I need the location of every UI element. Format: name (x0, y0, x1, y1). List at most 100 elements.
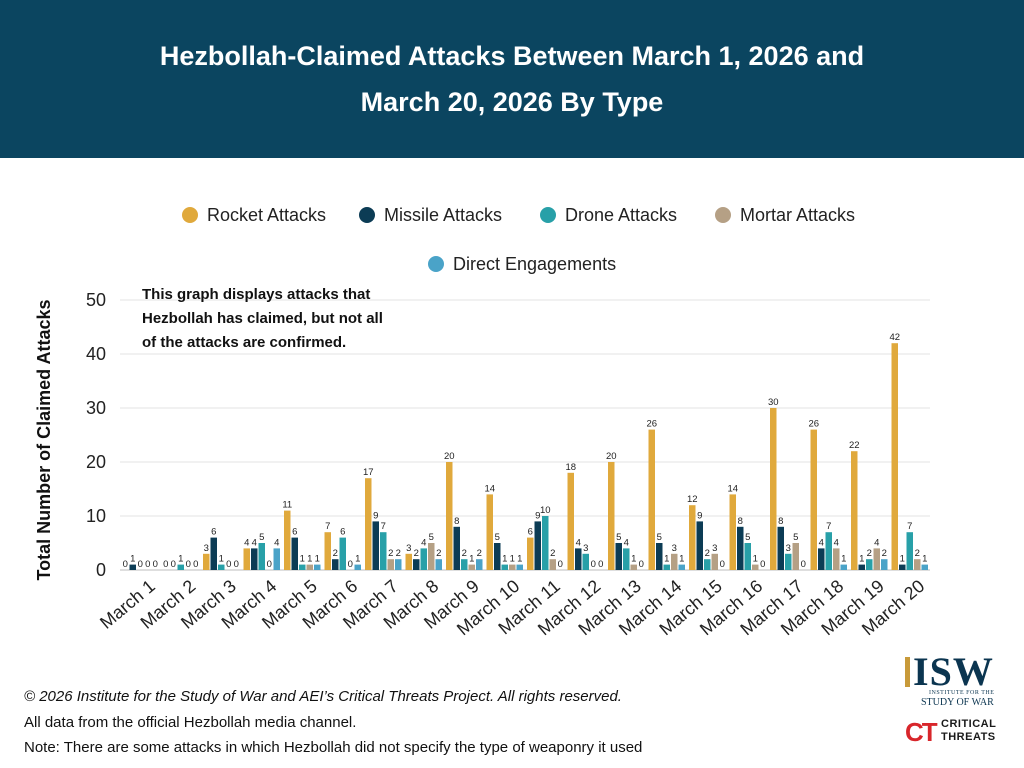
bar-mortar-attacks-march-19 (873, 548, 880, 570)
data-label-drone-attacks-march-9: 2 (462, 548, 467, 559)
bar-mortar-attacks-march-20 (914, 559, 921, 570)
bar-direct-engagements-march-19 (881, 559, 888, 570)
bar-rocket-attacks-march-5 (284, 510, 291, 570)
data-label-drone-attacks-march-12: 3 (583, 543, 588, 554)
data-label-missile-attacks-march-3: 6 (211, 527, 216, 538)
bar-mortar-attacks-march-16 (752, 564, 759, 570)
bar-drone-attacks-march-5 (299, 564, 306, 570)
data-label-mortar-attacks-march-2: 0 (186, 559, 191, 570)
bar-missile-attacks-march-16 (737, 526, 744, 570)
data-label-direct-engagements-march-7: 2 (396, 548, 401, 559)
bar-missile-attacks-march-4 (251, 548, 258, 570)
data-label-drone-attacks-march-4: 5 (259, 532, 264, 543)
ct-logo-mark: CT (905, 717, 938, 747)
data-label-mortar-attacks-march-10: 1 (510, 554, 515, 565)
legend-marker-mortar-attacks (715, 207, 731, 223)
data-label-mortar-attacks-march-3: 0 (226, 559, 231, 570)
data-label-mortar-attacks-march-5: 1 (307, 554, 312, 565)
data-label-rocket-attacks-march-13: 20 (606, 451, 617, 462)
data-label-drone-attacks-march-17: 3 (786, 543, 791, 554)
bar-rocket-attacks-march-17 (770, 408, 777, 570)
data-label-drone-attacks-march-2: 1 (178, 554, 183, 565)
data-label-rocket-attacks-march-14: 26 (646, 419, 657, 430)
data-label-mortar-attacks-march-4: 0 (267, 559, 272, 570)
data-label-missile-attacks-march-7: 9 (373, 510, 378, 521)
data-label-direct-engagements-march-16: 0 (760, 559, 765, 570)
bar-drone-attacks-march-11 (542, 516, 549, 570)
data-label-missile-attacks-march-5: 6 (292, 527, 297, 538)
bar-mortar-attacks-march-15 (711, 553, 718, 570)
ct-logo-line2: THREATS (941, 731, 996, 743)
bar-direct-engagements-march-8 (435, 559, 442, 570)
bar-rocket-attacks-march-10 (486, 494, 493, 570)
bar-rocket-attacks-march-18 (810, 429, 817, 570)
data-label-rocket-attacks-march-10: 14 (484, 483, 495, 494)
bar-drone-attacks-march-10 (501, 564, 508, 570)
data-label-missile-attacks-march-12: 4 (576, 537, 581, 548)
chart-title-line1: Hezbollah-Claimed Attacks Between March … (159, 41, 865, 71)
y-tick-label: 0 (96, 560, 106, 580)
data-label-missile-attacks-march-14: 5 (657, 532, 662, 543)
data-label-direct-engagements-march-6: 1 (355, 554, 360, 565)
data-label-direct-engagements-march-9: 2 (477, 548, 482, 559)
data-label-missile-attacks-march-17: 8 (778, 516, 783, 527)
bar-missile-attacks-march-7 (372, 521, 379, 570)
annotation-line-1: This graph displays attacks that (142, 286, 370, 303)
legend-label-direct-engagements: Direct Engagements (453, 254, 616, 274)
bar-missile-attacks-march-17 (777, 526, 784, 570)
bar-drone-attacks-march-15 (704, 559, 711, 570)
bar-rocket-attacks-march-19 (851, 451, 858, 570)
data-label-mortar-attacks-march-18: 4 (834, 537, 839, 548)
data-label-missile-attacks-march-2: 0 (171, 559, 176, 570)
data-label-direct-engagements-march-18: 1 (841, 554, 846, 565)
bar-rocket-attacks-march-15 (689, 505, 696, 570)
bar-direct-engagements-march-18 (840, 564, 847, 570)
chart-title-line2: March 20, 2026 By Type (360, 87, 664, 117)
bar-mortar-attacks-march-13 (630, 564, 637, 570)
data-label-missile-attacks-march-8: 2 (414, 548, 419, 559)
data-label-missile-attacks-march-20: 1 (900, 554, 905, 565)
data-label-mortar-attacks-march-6: 0 (348, 559, 353, 570)
y-tick-label: 10 (86, 506, 106, 526)
data-label-rocket-attacks-march-15: 12 (687, 494, 698, 505)
bar-drone-attacks-march-19 (866, 559, 873, 570)
bar-missile-attacks-march-3 (210, 537, 217, 570)
data-label-drone-attacks-march-7: 7 (381, 521, 386, 532)
data-label-rocket-attacks-march-1: 0 (123, 559, 128, 570)
bar-direct-engagements-march-10 (516, 564, 523, 570)
bar-missile-attacks-march-10 (494, 543, 501, 570)
data-label-rocket-attacks-march-12: 18 (565, 462, 576, 473)
bar-missile-attacks-march-15 (696, 521, 703, 570)
data-label-drone-attacks-march-19: 2 (867, 548, 872, 559)
bar-drone-attacks-march-7 (380, 532, 387, 570)
isw-logo: ISW INSTITUTE FOR THE STUDY OF WAR (903, 652, 1005, 710)
data-label-rocket-attacks-march-4: 4 (244, 537, 249, 548)
data-label-direct-engagements-march-20: 1 (922, 554, 927, 565)
data-label-missile-attacks-march-4: 4 (252, 537, 257, 548)
legend-marker-direct-engagements (428, 256, 444, 272)
bar-drone-attacks-march-17 (785, 553, 792, 570)
bar-rocket-attacks-march-16 (729, 494, 736, 570)
data-label-drone-attacks-march-14: 1 (664, 554, 669, 565)
bar-drone-attacks-march-12 (582, 553, 589, 570)
critical-threats-logo: CT CRITICAL THREATS (905, 716, 1005, 748)
data-label-direct-engagements-march-11: 0 (558, 559, 563, 570)
data-label-missile-attacks-march-16: 8 (738, 516, 743, 527)
bar-missile-attacks-march-1 (129, 564, 136, 570)
data-label-direct-engagements-march-17: 0 (801, 559, 806, 570)
data-label-missile-attacks-march-10: 5 (495, 532, 500, 543)
data-label-rocket-attacks-march-17: 30 (768, 397, 779, 408)
bar-missile-attacks-march-5 (291, 537, 298, 570)
data-label-mortar-attacks-march-19: 4 (874, 537, 879, 548)
data-label-mortar-attacks-march-13: 1 (631, 554, 636, 565)
data-label-rocket-attacks-march-2: 0 (163, 559, 168, 570)
bar-mortar-attacks-march-10 (509, 564, 516, 570)
data-label-missile-attacks-march-13: 5 (616, 532, 621, 543)
data-label-rocket-attacks-march-18: 26 (808, 419, 819, 430)
bar-drone-attacks-march-16 (744, 543, 751, 570)
bar-direct-engagements-march-9 (476, 559, 483, 570)
data-label-missile-attacks-march-15: 9 (697, 510, 702, 521)
bar-direct-engagements-march-7 (395, 559, 402, 570)
copyright-text: © 2026 Institute for the Study of War an… (24, 688, 622, 705)
